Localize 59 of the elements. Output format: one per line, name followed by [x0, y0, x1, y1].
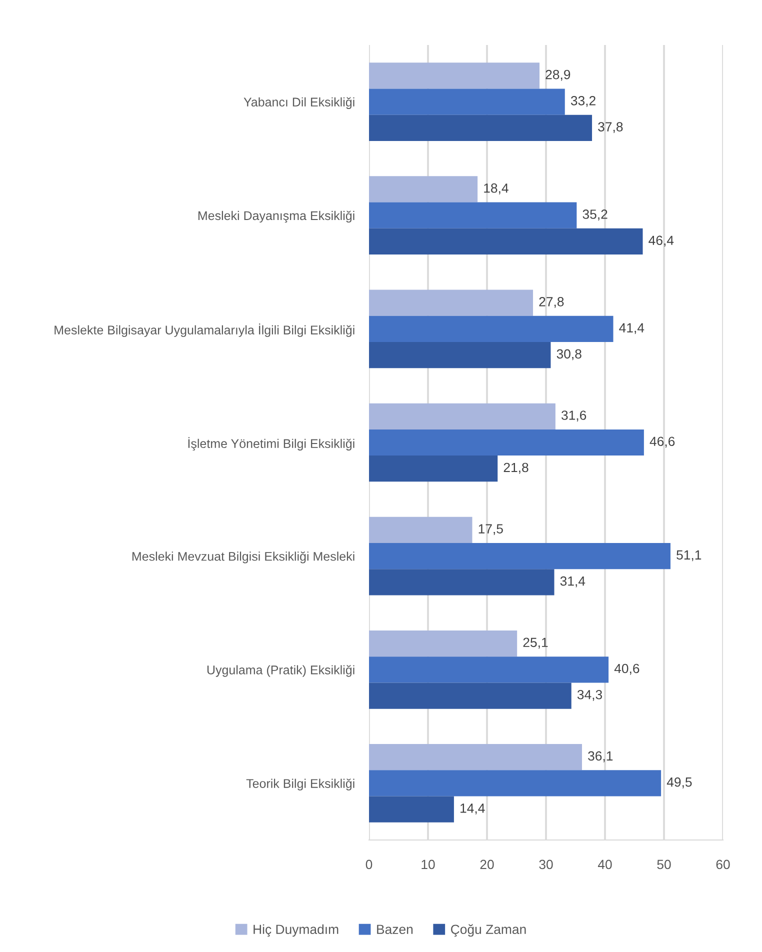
bar: [369, 176, 478, 202]
data-label: 25,1: [523, 638, 548, 649]
bar: [369, 290, 534, 316]
data-label: 46,4: [648, 236, 674, 247]
bar: [369, 88, 565, 115]
bar: [369, 569, 554, 596]
data-label: 28,9: [546, 70, 570, 81]
legend-label: Hiç Duymadım: [254, 924, 338, 937]
data-label: 49,5: [666, 777, 692, 788]
bar: [369, 403, 556, 430]
bar: [369, 316, 614, 342]
data-label: 17,5: [478, 524, 503, 536]
x-tick-label: 50: [657, 860, 671, 870]
data-label: 51,1: [676, 550, 702, 562]
data-label: 36,1: [588, 751, 613, 762]
y-tick-label: Uygulama (Pratik) Eksikliği: [207, 665, 354, 677]
x-tick-label: 10: [422, 860, 435, 870]
bar: [369, 630, 518, 657]
x-tick-label: 20: [480, 860, 494, 870]
bar: [369, 744, 582, 770]
data-label: 41,4: [619, 323, 644, 334]
y-tick-label: Meslekte Bilgisayar Uygulamalarıyla İlgili Bilgi Eksikliği: [54, 324, 354, 337]
data-label: 33,2: [570, 96, 596, 107]
bar: [369, 456, 498, 482]
bar: [369, 202, 577, 228]
x-tick-label: 0: [366, 860, 372, 870]
legend-label: Bazen: [377, 924, 413, 934]
data-label: 21,8: [504, 462, 528, 474]
data-label: 30,8: [556, 349, 582, 360]
y-tick-label: Yabancı Dil Eksikliği: [244, 97, 354, 109]
data-label: 14,4: [460, 804, 485, 814]
data-label: 31,4: [560, 576, 586, 588]
y-tick-label: Teorik Bilgi Eksikliği: [246, 778, 354, 790]
y-tick-label: Mesleki Dayanışma Eksikliği: [198, 210, 354, 223]
data-label: 27,8: [539, 297, 564, 308]
x-tick-label: 60: [716, 860, 730, 870]
bar: [369, 656, 609, 683]
data-label: 31,6: [562, 410, 586, 422]
bar: [369, 62, 540, 89]
data-label: 40,6: [614, 664, 640, 675]
bar: [369, 114, 592, 141]
x-tick-label: 30: [539, 860, 553, 870]
data-label: 18,4: [484, 183, 508, 194]
data-label: 46,6: [650, 436, 675, 448]
bar: [369, 342, 551, 368]
bar: [369, 516, 472, 544]
bar: [369, 429, 644, 456]
x-tick-label: 40: [598, 860, 612, 870]
bar: [369, 796, 454, 822]
data-label: 37,8: [598, 122, 623, 134]
data-label: 34,3: [577, 690, 602, 701]
legend-label: Çoğu Zaman: [451, 924, 526, 937]
bar: [369, 228, 643, 255]
y-tick-label: Mesleki Mevzuat Bilgisi Eksikliği Mesleki: [132, 551, 354, 564]
bar: [369, 682, 572, 709]
bar: [369, 770, 662, 796]
y-tick-label: İşletme Yönetimi Bilgi Eksikliği: [188, 437, 354, 451]
data-label: 35,2: [582, 210, 608, 220]
bar: [369, 543, 670, 570]
